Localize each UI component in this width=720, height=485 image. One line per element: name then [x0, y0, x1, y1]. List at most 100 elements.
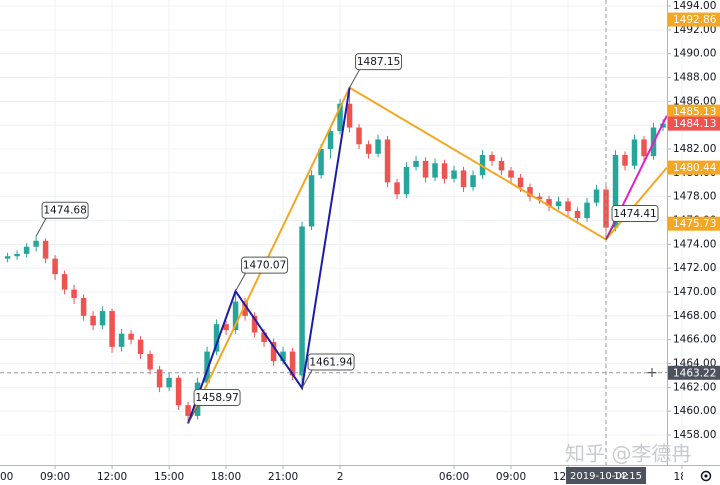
- pivot-box: [41, 201, 89, 219]
- candle-body: [223, 324, 229, 331]
- pivot-box: [241, 256, 289, 274]
- candle-body: [422, 160, 429, 178]
- candle-body: [346, 103, 353, 128]
- x-tick-label: 15:00: [154, 471, 184, 483]
- candle-body: [593, 189, 600, 203]
- candle-body: [61, 274, 68, 290]
- candle-body: [270, 342, 277, 362]
- candle-body: [574, 210, 581, 219]
- candle-body: [4, 256, 11, 259]
- overlay: +1474.68 1458.97 1470.07 1461.94 1487.15 1474…: [0, 0, 668, 465]
- y-tick-label: 1492.00: [673, 24, 716, 36]
- pivot-pointer: [187, 405, 199, 424]
- crosshair-time-tag: [566, 467, 647, 484]
- pivot-box: [611, 204, 659, 222]
- price-tag: [668, 216, 720, 231]
- y-tick-label: 1462.00: [673, 381, 716, 393]
- y-tick-label: 1474.00: [673, 238, 716, 250]
- pivot-label: 1470.07: [243, 260, 286, 272]
- y-tick-label: 1466.00: [673, 334, 716, 346]
- candle-body: [365, 144, 372, 154]
- candle-body: [156, 369, 163, 388]
- candle-body: [213, 324, 220, 352]
- y-tick-label: 1458.00: [673, 429, 716, 441]
- candle-body: [479, 154, 486, 176]
- crosshair-time: 14:15: [613, 471, 642, 482]
- candle-body: [441, 163, 448, 179]
- x-tick-label: 18:00: [211, 471, 241, 483]
- y-tick-label: 1488.00: [673, 72, 716, 84]
- trend-line: [187, 86, 668, 424]
- pivot-pointer: [301, 369, 313, 389]
- candle-body: [99, 311, 106, 326]
- candle-body: [242, 301, 248, 316]
- candle-body: [622, 154, 628, 166]
- x-tick-label: 06:00: [439, 471, 469, 483]
- pivot-label: 1487.15: [357, 56, 400, 68]
- candle-body: [384, 139, 391, 183]
- x-tick-label: 12:00: [97, 471, 127, 483]
- crosshair-date: 2019-10-02: [570, 471, 628, 482]
- pivot-label: 1461.94: [309, 357, 353, 369]
- pivot-pointer: [235, 272, 247, 292]
- candle-body: [489, 154, 495, 161]
- candle-body: [318, 149, 324, 176]
- candle-body: [185, 405, 191, 416]
- watermark: 知乎 @李德冉: [565, 442, 691, 466]
- candle-body: [631, 139, 638, 166]
- candle-body: [356, 127, 362, 145]
- candle-body: [33, 240, 39, 247]
- candle-body: [109, 311, 115, 347]
- candle-body: [204, 351, 210, 383]
- candle-body: [394, 182, 400, 195]
- x-tick-label: 09:00: [496, 471, 526, 483]
- candle-body: [375, 139, 381, 154]
- candle-body: [118, 333, 125, 347]
- settings-button[interactable]: [683, 466, 720, 485]
- candle-body: [128, 333, 134, 340]
- grid: [0, 0, 683, 465]
- candle-body: [308, 175, 315, 227]
- y-tick-label: 1472.00: [673, 262, 716, 274]
- candle-body: [612, 154, 619, 228]
- candle-body: [166, 377, 172, 388]
- pivot-pointer: [349, 69, 360, 88]
- candle-body: [555, 201, 562, 207]
- candle-body: [42, 240, 49, 259]
- candle-body: [14, 253, 20, 257]
- candle-body: [299, 226, 305, 376]
- candle-body: [584, 202, 590, 219]
- candle-body: [470, 175, 476, 188]
- candle-body: [403, 166, 410, 195]
- y-tick-label: 1478.00: [673, 191, 716, 203]
- y-tick-label: 1482.00: [673, 143, 716, 155]
- crosshair-price-label: 1463.22: [673, 367, 716, 379]
- crosshair-price-tag: [668, 365, 720, 380]
- y-tick-label: 1460.00: [673, 405, 716, 417]
- candle-body: [432, 163, 438, 178]
- candle-body: [546, 199, 552, 207]
- candle-body: [451, 170, 457, 179]
- candle-body: [565, 201, 571, 211]
- price-tag-label: 1485.13: [673, 106, 716, 118]
- candle-body: [517, 177, 524, 188]
- pivot-box: [355, 53, 403, 71]
- price-tag-label: 1480.44: [673, 162, 717, 174]
- candle-body: [251, 315, 258, 333]
- price-tag-label: 1492.86: [673, 14, 717, 26]
- candle-body: [327, 131, 334, 149]
- x-tick-label: 00: [0, 471, 13, 483]
- candle-body: [175, 377, 182, 406]
- price-tag-label: 1475.73: [673, 218, 716, 230]
- candle-body: [337, 103, 343, 132]
- candle-body: [71, 289, 77, 298]
- trend-line: [187, 87, 351, 424]
- x-tick-label: 09:00: [40, 471, 70, 483]
- crosshair-plus: +: [646, 365, 658, 381]
- pivot-label: 1474.68: [43, 205, 86, 217]
- pivot-pointer: [35, 217, 47, 237]
- candle-body: [147, 353, 153, 370]
- candle-body: [536, 196, 543, 200]
